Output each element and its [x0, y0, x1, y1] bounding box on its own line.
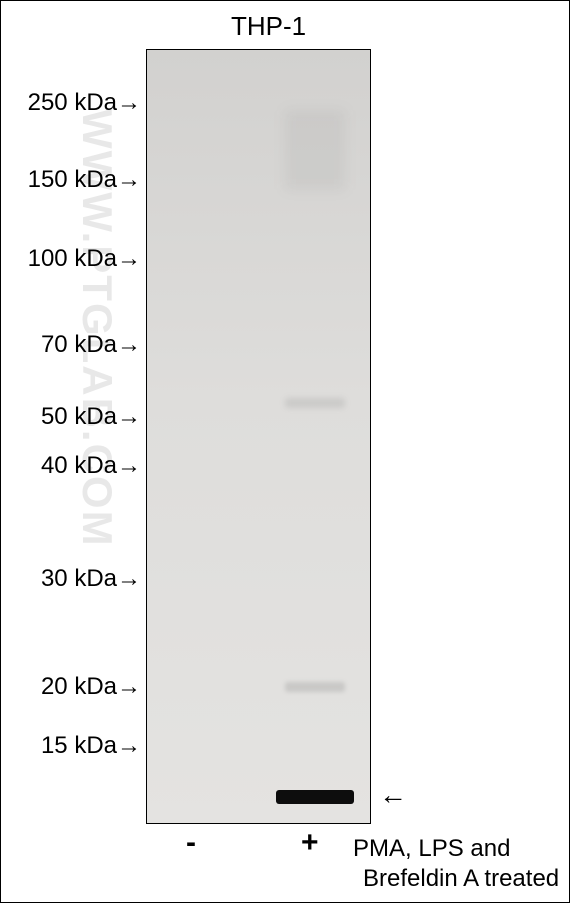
marker-label: 70 kDa→ [41, 331, 141, 359]
marker-label: 30 kDa→ [41, 565, 141, 593]
treatment-label: PMA, LPS and Brefeldin A treated [353, 834, 559, 894]
sample-label: THP-1 [231, 11, 306, 42]
blot-band [285, 682, 345, 692]
marker-label: 150 kDa→ [28, 166, 141, 194]
treatment-line2: Brefeldin A treated [353, 865, 559, 892]
treatment-line1: PMA, LPS and [353, 835, 510, 862]
blot-membrane [146, 49, 371, 824]
marker-label: 15 kDa→ [41, 732, 141, 760]
blot-band [285, 398, 345, 408]
blot-surface [147, 50, 370, 823]
marker-label: 40 kDa→ [41, 452, 141, 480]
lane-plus-symbol: + [301, 826, 319, 860]
marker-label: 20 kDa→ [41, 673, 141, 701]
blot-band [285, 110, 345, 190]
marker-label: 100 kDa→ [28, 245, 141, 273]
marker-label: 50 kDa→ [41, 403, 141, 431]
result-arrow-icon: ← [379, 779, 407, 811]
marker-label: 250 kDa→ [28, 89, 141, 117]
lane-minus-symbol: - [186, 826, 196, 860]
blot-band [276, 790, 354, 804]
